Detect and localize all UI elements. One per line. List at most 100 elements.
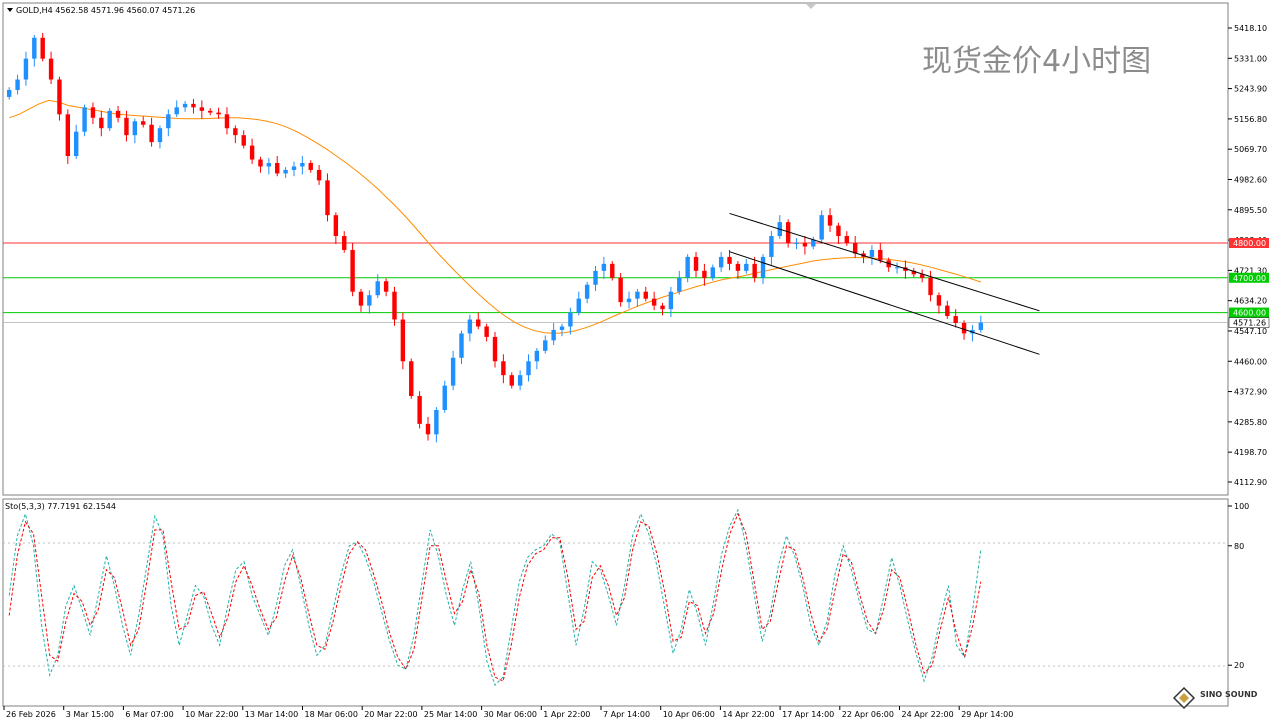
candle-body [509,375,514,386]
stochastic-axis: 100 80 20 [1228,502,1249,670]
candle-body [57,79,62,115]
candle-body [425,423,431,435]
candle-body [601,263,607,271]
candle-body [693,256,699,271]
candle-body [216,112,221,115]
candle-body [459,333,464,358]
main-chart-frame [2,2,1229,496]
candle-body [568,312,573,327]
time-tick-label: 24 Apr 22:00 [902,710,954,719]
candle-body [593,270,598,285]
candle-body [526,361,531,376]
candle-body [752,263,757,278]
candle-body [15,79,20,90]
candle-body [635,291,640,299]
candle-body [392,291,397,320]
candle-body [375,281,380,296]
candle-body [543,340,548,351]
candle-body [442,385,447,410]
candle-body [107,110,112,129]
candle-body [668,291,674,310]
candle-body [90,107,96,118]
candle-body [811,239,816,247]
candle-body [492,336,498,362]
candle-body [300,162,305,167]
time-tick-label: 22 Apr 06:00 [842,710,894,719]
candle-body [802,242,808,247]
time-tick-label: 10 Apr 06:00 [663,710,715,719]
candle-body [291,166,297,170]
candle-body [576,298,581,313]
symbol-ohlc-label: GOLD,H4 4562.58 4571.96 4560.07 4571.26 [16,6,195,15]
candle-body [517,375,523,386]
price-tick-label: 4285.80 [1234,418,1267,427]
candle-body [710,267,715,278]
candle-body [199,107,205,111]
candle-body [40,37,45,59]
channel-upper-line[interactable] [729,212,1040,312]
candle-body [936,295,942,306]
candle-body [618,277,623,303]
candle-body [794,242,799,244]
price-tick-label: 4895.50 [1234,206,1267,215]
candle-body [275,162,280,174]
level-tag-bg [1229,307,1269,318]
price-tick-label: 4721.30 [1234,266,1267,275]
price-tick-label: 4982.60 [1234,175,1267,184]
candle-body [434,409,439,435]
stochastic-label: Sto(5,3,3) 77.7191 62.1544 [5,502,116,511]
candle-body [476,319,481,327]
candle-body [919,274,925,278]
candle-body [643,291,648,299]
time-tick-label: 30 Mar 06:00 [484,710,537,719]
price-tick-label: 5243.90 [1234,85,1267,94]
candle-body [718,256,724,268]
candle-body [584,284,590,299]
candle-body [894,267,900,269]
collapse-triangle-icon[interactable] [7,8,13,12]
candle-body [534,350,540,362]
candle-body [852,242,858,254]
price-tick-label: 4634.20 [1234,297,1267,306]
level-price-tags: 4800.00 4700.00 4600.00 [1229,237,1269,318]
candle-body [819,215,824,240]
candle-body [258,159,263,167]
chart-shift-marker-icon[interactable] [806,4,816,9]
moving-average-line [9,99,981,334]
candle-body [735,263,741,271]
stochastic-main-line [8,508,982,687]
candle-body [174,107,179,115]
price-tick-label: 4460.00 [1234,357,1267,366]
candle-body [501,361,506,376]
candle-body [23,58,29,80]
candle-body [911,270,917,275]
candle-body [727,256,732,264]
channel-lower-line[interactable] [729,251,1040,355]
time-tick-label: 26 Feb 2026 [6,710,56,719]
price-tick-label: 5331.00 [1234,54,1267,63]
level-tag-bg [1229,272,1269,283]
candle-body [961,323,967,334]
candle-body [342,236,347,250]
time-tick-label: 20 Mar 22:00 [364,710,417,719]
time-tick-label: 1 Apr 22:00 [543,710,590,719]
candle-body [702,270,707,278]
stochastic-tick-label: 20 [1234,661,1244,670]
candle-body [559,326,565,330]
trend-channel[interactable] [729,212,1040,355]
current-price-label: 4571.26 [1233,319,1266,328]
stochastic-tick-label: 80 [1234,542,1244,551]
candle-body [660,305,665,310]
candle-body [82,107,87,132]
candle-body [651,298,657,306]
candle-body [115,110,121,118]
candle-body [266,162,272,167]
candle-body [367,295,372,306]
time-tick-label: 3 Mar 15:00 [66,710,114,719]
time-tick-label: 10 Mar 22:00 [185,710,238,719]
candle-body [308,162,313,170]
candle-body [149,124,154,143]
candle-body [157,128,163,143]
